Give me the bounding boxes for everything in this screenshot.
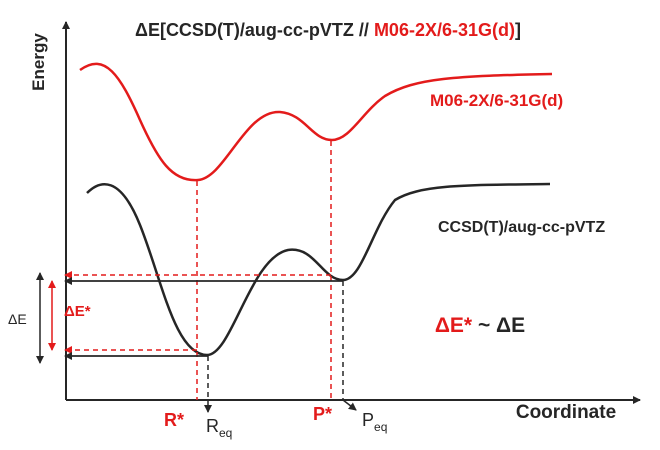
p-eq-main: P	[362, 410, 374, 430]
p-star-label: P*	[313, 404, 332, 424]
p-eq-label: Peq	[362, 410, 387, 434]
r-eq-sub: eq	[219, 426, 232, 440]
x-axis-label: Coordinate	[516, 402, 616, 423]
r-eq-label: Req	[206, 416, 232, 440]
delta-e-label: ΔE	[8, 311, 27, 327]
delta-e-star-label: ΔE*	[64, 303, 91, 320]
red-energy-curve	[79, 62, 553, 182]
y-axis-label: Energy	[29, 33, 48, 91]
r-eq-main: R	[206, 416, 219, 436]
relation-right: ~ ΔE	[472, 314, 525, 337]
r-star-label: R*	[164, 410, 184, 430]
title-highlight: M06-2X/6-31G(d)	[374, 20, 515, 40]
p-eq-pointer	[342, 399, 357, 411]
title-prefix: ΔE[CCSD(T)/aug-cc-pVTZ //	[135, 20, 374, 40]
p-eq-sub: eq	[374, 420, 387, 434]
black-curve-label: CCSD(T)/aug-cc-pVTZ	[438, 219, 605, 236]
delta-relation: ΔE* ~ ΔE	[435, 314, 525, 337]
diagram-title: ΔE[CCSD(T)/aug-cc-pVTZ // M06-2X/6-31G(d…	[135, 20, 521, 40]
relation-left: ΔE*	[435, 314, 473, 337]
black-energy-curve	[86, 182, 551, 357]
red-curve-label: M06-2X/6-31G(d)	[430, 91, 563, 110]
title-suffix: ]	[515, 20, 521, 40]
